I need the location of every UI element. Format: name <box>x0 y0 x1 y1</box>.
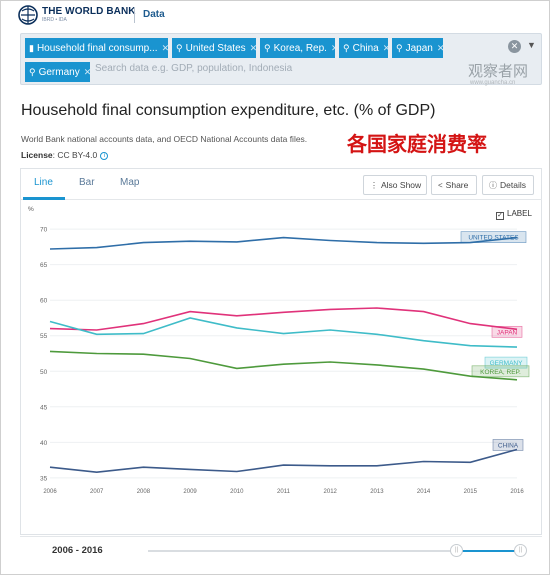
chart-tabs: Line Bar Map <box>20 168 542 200</box>
bar-chart-icon: ▮ <box>29 43 34 53</box>
also-show-button[interactable]: ⋮ Also Show <box>363 175 427 195</box>
filter-bar: ▮ Household final consump... ✕ ⚲ United Sta… <box>20 33 542 85</box>
tab-map[interactable]: Map <box>120 177 140 188</box>
range-handle-start[interactable]: || <box>450 544 463 557</box>
tab-line[interactable]: Line <box>34 177 53 188</box>
remove-chip-icon[interactable]: ✕ <box>382 43 388 53</box>
info-circle-icon: ⓘ <box>489 181 497 190</box>
location-pin-icon: ⚲ <box>29 67 36 77</box>
brand-name[interactable]: THE WORLD BANK <box>42 6 136 17</box>
also-show-label: Also Show <box>381 180 422 190</box>
brand-subtitle: IBRD • IDA <box>42 17 67 23</box>
share-button[interactable]: < Share <box>431 175 477 195</box>
chip-country-germany[interactable]: ⚲ Germany ✕ <box>25 62 90 82</box>
info-icon[interactable]: i <box>100 151 109 160</box>
world-bank-logo-icon[interactable] <box>18 5 38 25</box>
active-tab-indicator <box>23 197 65 200</box>
search-input[interactable]: Search data e.g. GDP, population, Indone… <box>95 63 293 74</box>
chip-country-korea[interactable]: ⚲ Korea, Rep. ✕ <box>260 38 335 58</box>
chip-label: Germany <box>38 67 80 78</box>
tab-bar[interactable]: Bar <box>79 177 95 188</box>
remove-chip-icon[interactable]: ✕ <box>83 67 90 77</box>
top-bar: THE WORLD BANK IBRD • IDA Data <box>10 0 540 30</box>
remove-chip-icon[interactable]: ✕ <box>161 43 168 53</box>
details-button[interactable]: ⓘ Details <box>482 175 534 195</box>
remove-chip-icon[interactable]: ✕ <box>249 43 256 53</box>
share-label: Share <box>445 180 469 190</box>
location-pin-icon: ⚲ <box>343 43 350 53</box>
chip-label: Korea, Rep. <box>273 43 327 54</box>
section-link-data[interactable]: Data <box>143 9 165 20</box>
chip-label: Household final consump... <box>36 43 158 54</box>
license-label: License <box>21 150 53 160</box>
chart-panel <box>20 168 542 535</box>
overlay-caption: 各国家庭消费率 <box>347 132 487 156</box>
range-label: 2006 - 2016 <box>52 545 103 556</box>
label-toggle[interactable]: ✓ LABEL <box>496 209 532 220</box>
remove-chip-icon[interactable]: ✕ <box>330 43 335 53</box>
chip-label: Japan <box>405 43 433 54</box>
clear-all-icon[interactable]: ✕ <box>508 40 521 53</box>
remove-chip-icon[interactable]: ✕ <box>436 43 443 53</box>
location-pin-icon: ⚲ <box>396 43 403 53</box>
chip-indicator[interactable]: ▮ Household final consump... ✕ <box>25 38 168 58</box>
range-handle-end[interactable]: || <box>514 544 527 557</box>
y-axis-unit: % <box>28 206 34 213</box>
data-source: World Bank national accounts data, and O… <box>21 134 308 144</box>
chevron-down-icon[interactable]: ▼ <box>527 40 536 50</box>
label-toggle-text: LABEL <box>507 209 532 218</box>
range-track[interactable] <box>148 550 522 552</box>
license-value: : CC BY-4.0 <box>52 150 98 160</box>
chip-country-china[interactable]: ⚲ China ✕ <box>339 38 388 58</box>
range-row <box>20 536 542 566</box>
details-label: Details <box>500 180 526 190</box>
header-divider <box>134 7 135 23</box>
chip-label: United States <box>185 43 246 54</box>
license-info: License: CC BY-4.0 i <box>21 150 109 160</box>
checkbox-checked-icon[interactable]: ✓ <box>496 212 504 220</box>
share-icon: < <box>438 181 443 190</box>
chip-label: China <box>352 43 379 54</box>
range-track-fill <box>456 550 520 552</box>
chip-country-japan[interactable]: ⚲ Japan ✕ <box>392 38 443 58</box>
watermark-text: 观察者网 <box>468 62 529 80</box>
chip-country-united-states[interactable]: ⚲ United States ✕ <box>172 38 256 58</box>
location-pin-icon: ⚲ <box>176 43 183 53</box>
more-vertical-icon: ⋮ <box>370 181 378 190</box>
watermark-url: www.guancha.cn <box>470 80 516 86</box>
location-pin-icon: ⚲ <box>264 43 271 53</box>
page-title: Household final consumption expenditure,… <box>21 102 436 119</box>
